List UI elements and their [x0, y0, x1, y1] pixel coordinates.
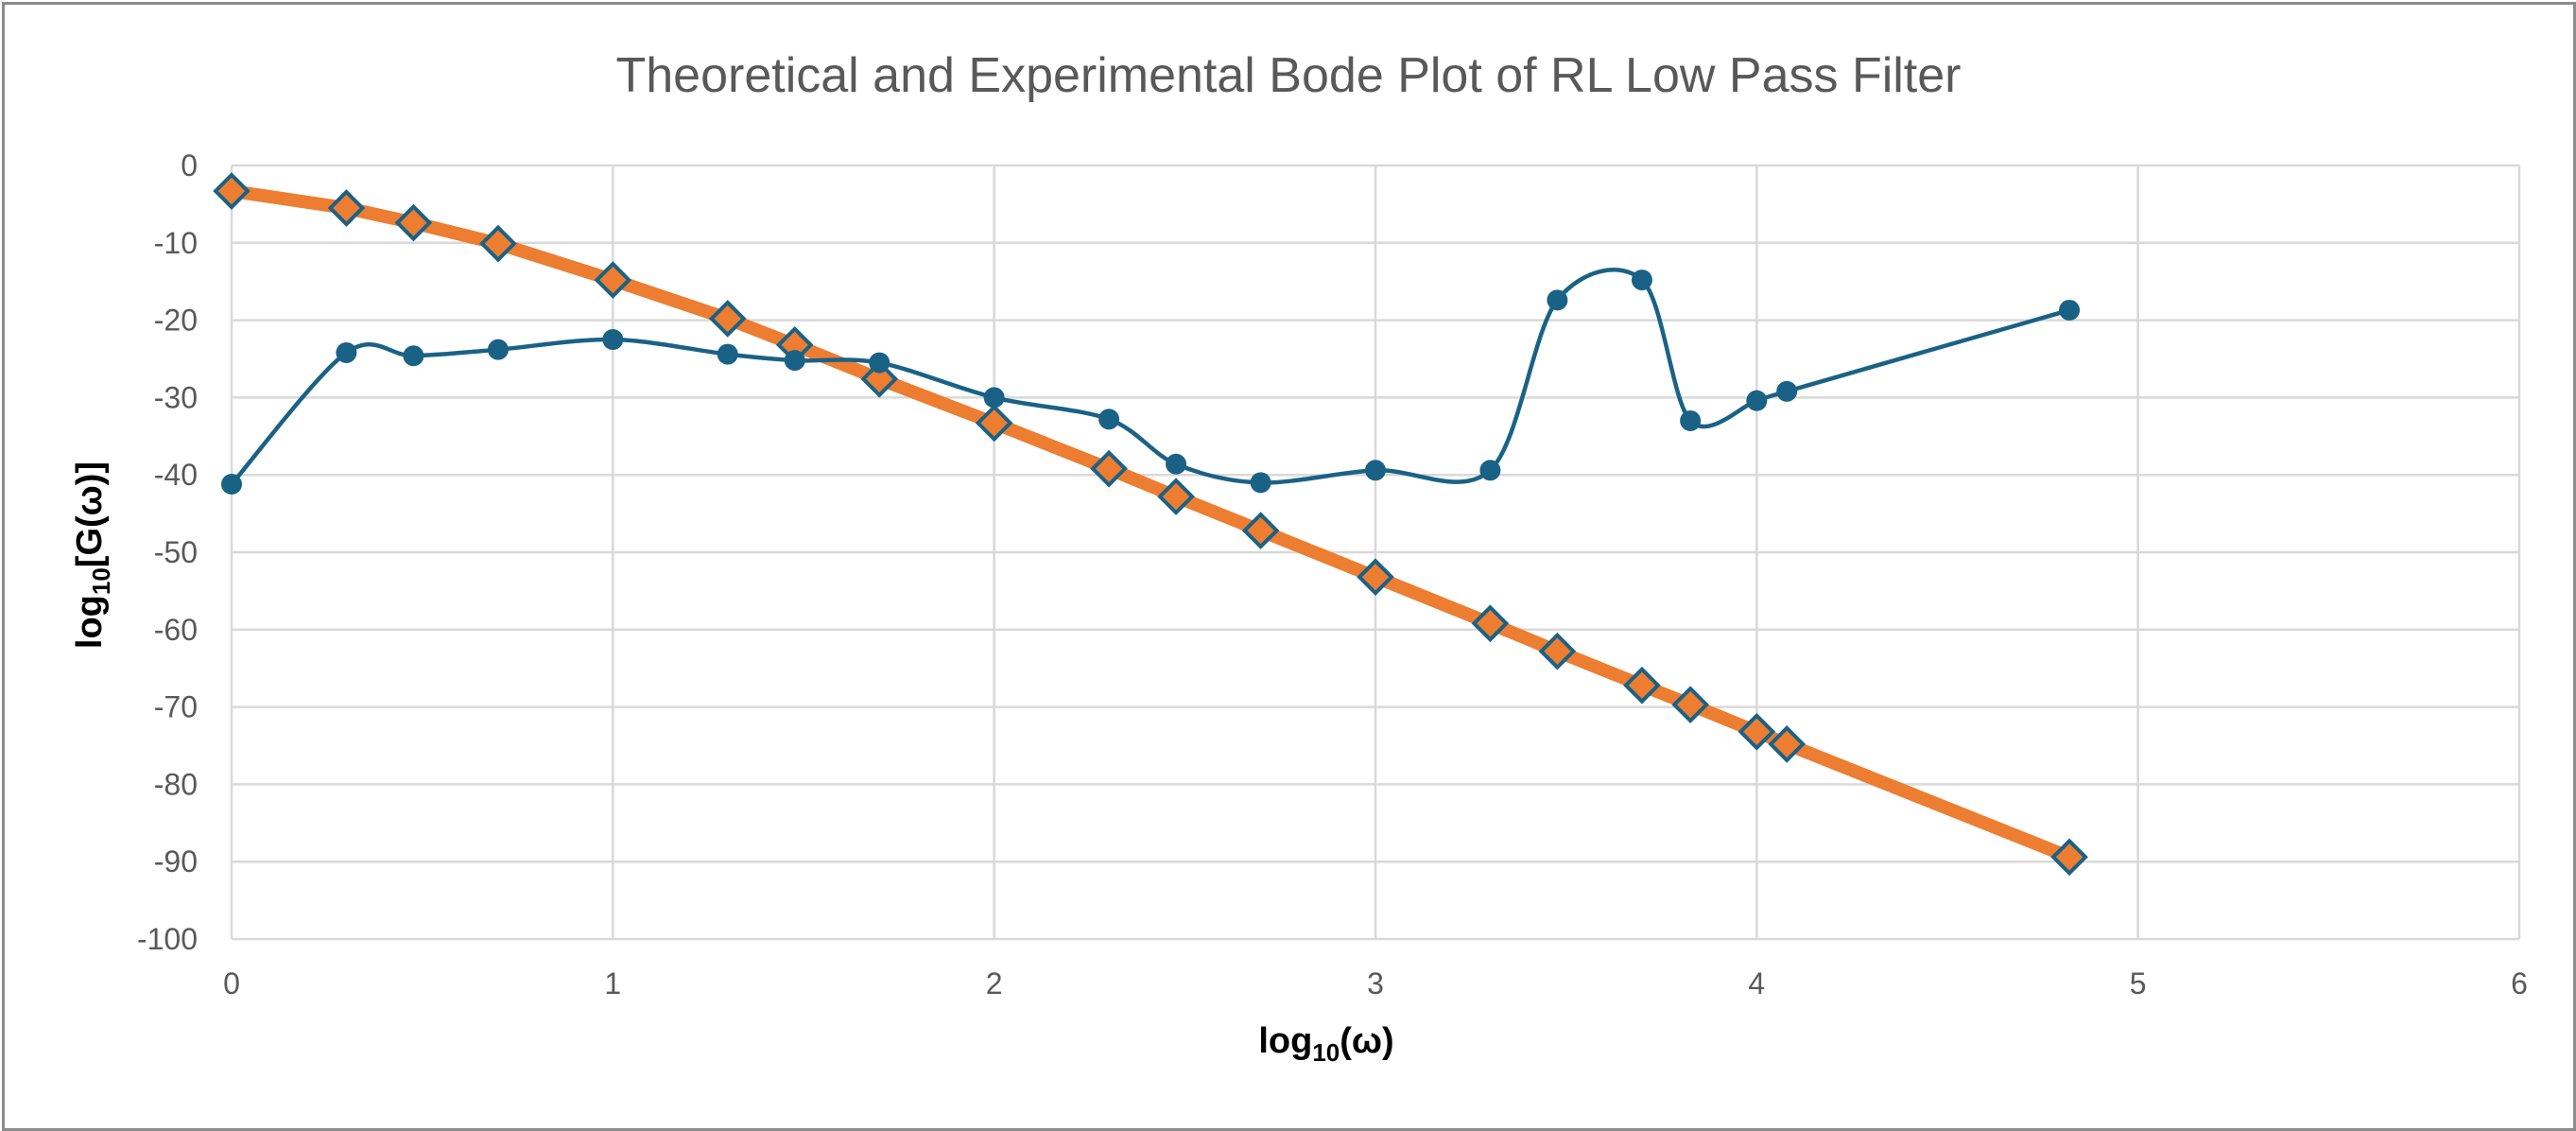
y-tick-label: -30 — [154, 380, 198, 414]
x-tick-label: 6 — [2511, 966, 2528, 1000]
theoretical-data-point — [1671, 686, 1709, 723]
theoretical-data-point — [479, 224, 517, 263]
theoretical-data-point — [975, 404, 1013, 443]
y-tick-label: -90 — [154, 844, 198, 879]
theoretical-data-point — [1738, 712, 1776, 751]
x-tick-label: 2 — [986, 966, 1003, 1000]
theoretical-data-point — [708, 300, 747, 338]
experimental-data-point — [1166, 453, 1187, 475]
x-tick-label: 3 — [1367, 966, 1384, 1000]
x-tick-label: 1 — [604, 966, 621, 1000]
x-tick-label: 0 — [223, 966, 240, 1000]
theoretical-data-point — [1357, 558, 1394, 597]
experimental-data-point — [2059, 299, 2081, 321]
experimental-data-point — [602, 329, 624, 351]
y-tick-label: -70 — [154, 690, 198, 724]
y-tick-label: -60 — [154, 613, 198, 647]
y-tick-label: -10 — [154, 226, 198, 260]
experimental-data-point — [487, 339, 509, 360]
y-tick-label: -20 — [154, 304, 198, 338]
theoretical-data-point — [1241, 512, 1280, 549]
experimental-data-point — [1098, 409, 1120, 430]
experimental-data-point — [1746, 390, 1768, 411]
tick-labels: 0 -10 -20 -30 -40 -50 -60 -70 -80 -90 -100 0 1 2 3 4 5 6 — [137, 148, 2528, 1000]
x-axis-title-main: log — [1258, 1021, 1312, 1061]
y-axis-title-rest: [G(ω)] — [70, 461, 110, 567]
theoretical-data-point — [860, 359, 899, 398]
theoretical-data-point — [594, 261, 632, 299]
experimental-data-point — [1776, 380, 1798, 402]
experimental-data-point — [1631, 270, 1652, 291]
experimental-data-point — [983, 387, 1005, 409]
theoretical-data-point — [1157, 478, 1195, 515]
y-tick-label: -100 — [137, 922, 198, 956]
x-axis-title-rest: (ω) — [1340, 1021, 1393, 1061]
theoretical-data-point — [2050, 838, 2088, 877]
experimental-data-point — [403, 345, 424, 367]
y-tick-label: -40 — [154, 458, 198, 492]
theoretical-data-point — [1090, 449, 1128, 488]
plot-series — [213, 172, 2088, 877]
y-axis-title: log10[G(ω)] — [70, 461, 115, 649]
theoretical-data-point — [1623, 666, 1661, 705]
experimental-data-point — [1547, 289, 1568, 311]
theoretical-data-point — [394, 203, 433, 242]
gridlines — [230, 164, 2521, 941]
y-axis-title-main: log — [70, 595, 110, 649]
experimental-data-point — [1365, 460, 1386, 481]
experimental-data-point — [221, 474, 242, 496]
x-tick-label: 5 — [2130, 966, 2147, 1000]
experimental-data-point — [869, 352, 890, 374]
experimental-data-point — [1680, 409, 1702, 431]
x-axis-title: log10(ω) — [1258, 1021, 1393, 1067]
experimental-series-line — [230, 268, 2070, 486]
y-axis-title-subscript: 10 — [87, 567, 115, 595]
theoretical-data-point — [1538, 632, 1577, 670]
theoretical-data-point — [213, 172, 251, 210]
theoretical-series-line — [225, 183, 2077, 864]
x-tick-label: 4 — [1748, 966, 1765, 1000]
y-tick-label: -80 — [154, 767, 198, 801]
experimental-data-point — [1479, 460, 1501, 481]
theoretical-data-point — [327, 189, 366, 227]
theoretical-data-point — [1768, 725, 1807, 763]
theoretical-data-point — [1471, 604, 1510, 643]
y-tick-label: 0 — [181, 148, 198, 183]
x-axis-title-subscript: 10 — [1312, 1038, 1340, 1067]
y-tick-label: -50 — [154, 535, 198, 569]
experimental-data-point — [336, 341, 357, 363]
chart-svg: Theoretical and Experimental Bode Plot o… — [70, 48, 2528, 1067]
experimental-data-point — [1250, 472, 1271, 494]
chart-title: Theoretical and Experimental Bode Plot o… — [616, 48, 1962, 103]
experimental-data-point — [717, 343, 738, 365]
experimental-data-point — [784, 350, 805, 372]
